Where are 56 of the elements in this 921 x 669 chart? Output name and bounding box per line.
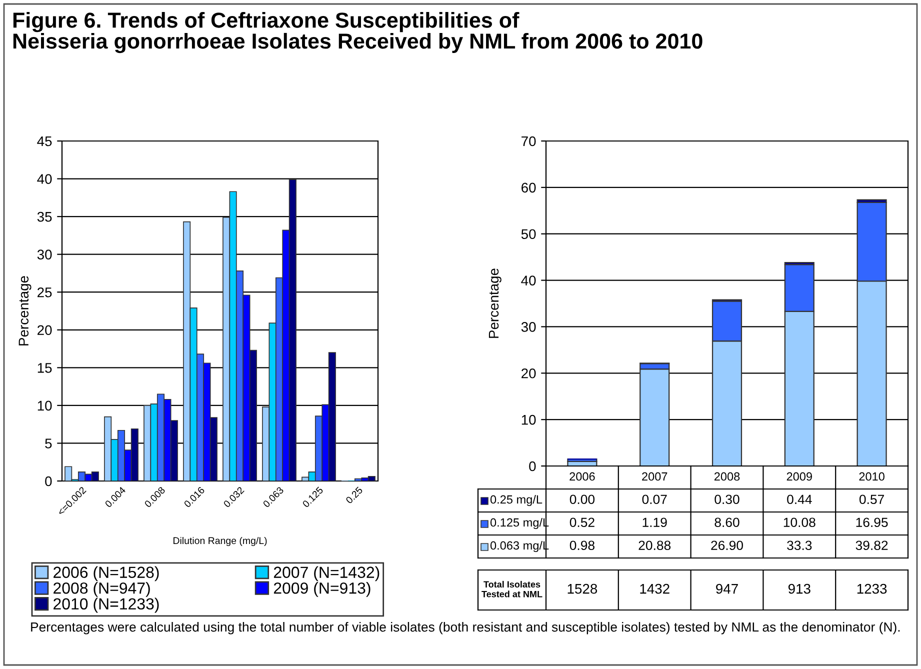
y-tick-label: 30 xyxy=(37,250,52,260)
y-tick-label: 10 xyxy=(522,414,536,425)
legend-label: 0.25 mg/L xyxy=(490,494,542,506)
y-tick-label: 60 xyxy=(522,182,536,193)
y-tick-label: 20 xyxy=(38,325,52,336)
y-tick-label: 15 xyxy=(38,363,52,373)
data-label: 947 xyxy=(716,584,738,594)
data-label: 1.19 xyxy=(642,518,667,528)
text: Total Isolates Tested at NML xyxy=(482,580,542,598)
y-tick-label: 20 xyxy=(522,368,536,378)
y-axis-title: Percentage xyxy=(488,268,502,338)
x-tick-label: 2009 xyxy=(786,472,812,481)
y-tick-label: 70 xyxy=(522,136,536,146)
data-label: 33.3 xyxy=(787,540,812,550)
data-label: 1233 xyxy=(857,584,887,594)
legend-label: 2006 (N=1528) xyxy=(54,566,159,582)
legend-label: 2008 (N=947) xyxy=(54,582,150,597)
y-tick-label: 30 xyxy=(521,322,536,332)
y-axis-title: Percentage xyxy=(18,276,32,346)
data-label: 913 xyxy=(788,584,810,594)
y-tick-label: 10 xyxy=(38,400,52,411)
x-tick-label: 0.25 xyxy=(345,486,364,504)
data-label: 1432 xyxy=(640,584,670,594)
text: Percentages were calculated using the total number of viable isolates (both resistant and susceptible isolates) tested by NML as the denominator (N). xyxy=(31,622,900,634)
y-tick-label: 0 xyxy=(529,461,536,472)
data-label: 0.57 xyxy=(859,494,884,504)
data-label: 0.52 xyxy=(570,518,594,528)
legend-label: 2009 (N=913) xyxy=(274,582,370,597)
y-tick-label: 35 xyxy=(37,212,52,222)
data-label: 0.44 xyxy=(787,494,812,504)
x-tick-label: 2006 xyxy=(570,472,595,481)
data-label: 16.95 xyxy=(856,518,888,528)
legend-label: 2007 (N=1432) xyxy=(274,566,380,582)
data-label: 39.82 xyxy=(856,540,888,550)
y-tick-label: 25 xyxy=(38,287,52,298)
x-tick-label: 2008 xyxy=(714,472,740,481)
chart-title: Figure 6. Trends of Ceftriaxone Susceptibilities of Neisseria gonorrhoeae Isolates Received by NML from 2006 to 2010 xyxy=(13,12,702,54)
x-axis-title: Dilution Range (mg/L) xyxy=(174,536,267,546)
data-label: 0.00 xyxy=(570,494,595,504)
data-label: 0.98 xyxy=(570,540,594,550)
x-tick-label: 2007 xyxy=(642,472,668,481)
y-tick-label: 5 xyxy=(45,438,52,448)
y-tick-label: 40 xyxy=(37,174,52,184)
data-label: 10.08 xyxy=(784,518,816,528)
y-tick-label: 0 xyxy=(45,476,52,486)
x-tick-label: 2010 xyxy=(859,472,884,481)
y-tick-label: 45 xyxy=(37,136,52,146)
data-label: 0.07 xyxy=(642,494,667,504)
data-label: 20.88 xyxy=(638,540,671,550)
y-tick-label: 40 xyxy=(521,276,536,286)
y-tick-label: 50 xyxy=(521,229,536,240)
data-label: 26.90 xyxy=(711,540,743,550)
data-label: 8.60 xyxy=(714,518,740,528)
data-label: 0.30 xyxy=(714,494,740,504)
data-label: 1528 xyxy=(568,584,598,594)
legend-label: 2010 (N=1233) xyxy=(54,598,159,613)
